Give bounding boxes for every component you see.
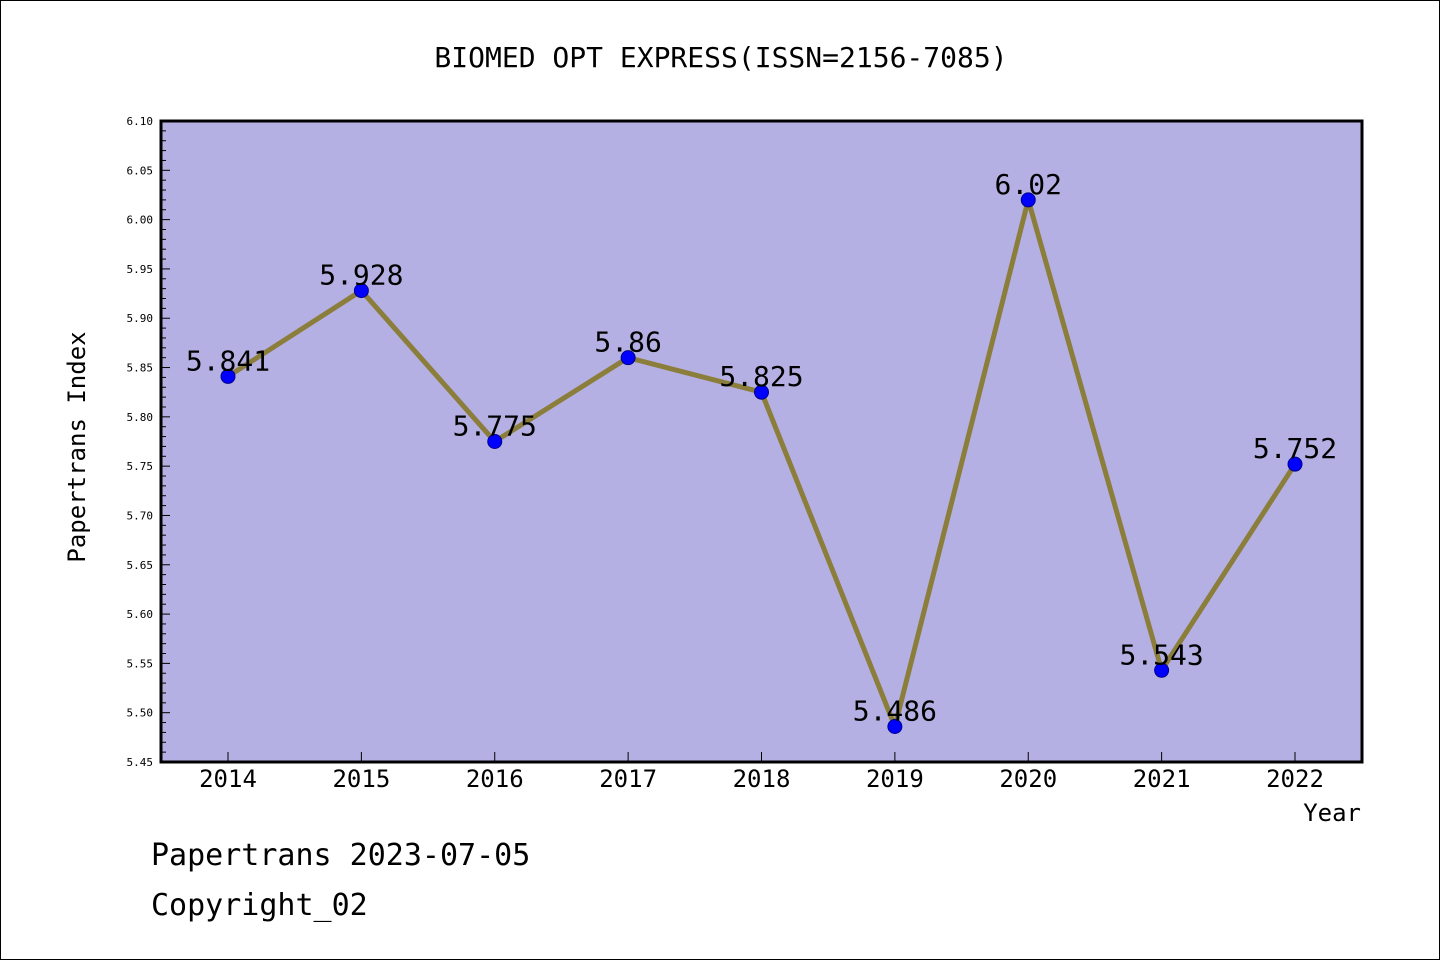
y-tick-label: 5.55 [127,657,154,670]
y-tick-label: 6.05 [127,164,154,177]
y-tick-label: 5.90 [127,312,154,325]
y-tick-label: 6.10 [127,115,154,128]
x-tick-label: 2022 [1266,765,1324,793]
x-tick-label: 2015 [332,765,390,793]
data-label: 5.825 [719,360,803,393]
x-tick-label: 2019 [866,765,924,793]
y-tick-label: 5.85 [127,362,154,375]
y-tick-label: 5.65 [127,559,154,572]
data-point [487,434,503,449]
x-axis: 2014 2015 2016 2017 2018 2019 2020 2021 2022 [199,752,1324,793]
y-axis: 5.45 5.50 5.55 5.60 5.65 5.70 5.75 5.80 5.85 5.90… [127,115,170,769]
y-axis-label: Papertrans Index [63,331,91,562]
chart-title: BIOMED OPT EXPRESS(ISSN=2156-7085) [434,41,1007,74]
footer-date: Papertrans 2023-07-05 [151,838,530,873]
data-label: 5.86 [594,326,661,359]
plot-area [159,119,1364,764]
x-tick-label: 2016 [466,765,524,793]
data-label: 5.486 [853,694,937,727]
data-point [220,368,236,384]
data-point [1287,456,1303,472]
y-tick-label: 5.60 [127,608,154,621]
x-axis-label: Year [1303,799,1361,827]
data-label: 5.841 [186,344,270,377]
y-tick-label: 5.45 [127,756,154,769]
data-point [754,384,769,400]
y-tick-label: 6.00 [127,214,154,227]
x-tick-label: 2018 [733,765,791,793]
data-point [353,283,369,299]
data-label: 5.752 [1253,432,1337,465]
data-label: 6.02 [995,168,1062,201]
data-point [1154,662,1170,678]
data-point [620,350,636,366]
data-label: 5.543 [1119,638,1203,671]
data-series: 5.841 5.928 5.775 5.86 5.825 5.486 6.02 5.543 5.… [186,168,1337,734]
data-point [887,718,903,734]
y-tick-label: 5.80 [127,411,154,424]
data-point [1020,192,1036,208]
x-tick-label: 2017 [599,765,657,793]
y-tick-label: 5.95 [127,263,154,276]
y-tick-label: 5.75 [127,460,154,473]
x-tick-label: 2014 [199,765,257,793]
x-tick-label: 2020 [999,765,1057,793]
data-label: 5.928 [319,259,403,292]
x-tick-label: 2021 [1133,765,1191,793]
data-label: 5.775 [453,410,537,443]
y-tick-label: 5.50 [127,707,154,720]
y-tick-label: 5.70 [127,509,154,522]
footer-copyright: Copyright_02 [151,888,368,923]
